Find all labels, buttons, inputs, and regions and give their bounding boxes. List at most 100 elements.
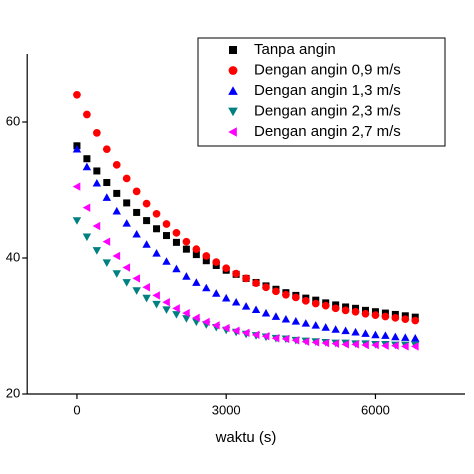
data-point [202,317,210,327]
data-point [261,332,270,341]
data-point [331,304,340,313]
data-point [311,321,320,329]
legend-label: Dengan angin 2,7 m/s [254,123,401,140]
data-point [331,325,340,333]
data-point [163,232,170,240]
data-point [102,145,111,154]
data-point [202,257,210,265]
data-point [231,326,240,335]
data-point [162,257,171,265]
legend-box [197,37,446,147]
x-tick-label: 6000 [361,402,390,417]
data-point [291,317,301,325]
data-point [202,252,211,260]
legend-label: Dengan angin 1,3 m/s [254,82,401,99]
data-point [172,228,181,237]
data-point [132,187,141,196]
data-point [152,209,161,218]
legend-marker [228,107,238,117]
legend-label: Dengan angin 2,3 m/s [254,102,401,119]
data-point [292,293,300,302]
data-point [411,334,420,342]
data-point [291,336,300,345]
y-tick-label: 20 [6,385,20,400]
data-point [272,287,280,296]
data-point [381,341,389,350]
data-point [182,237,191,246]
data-point [212,258,221,266]
data-point [351,340,359,349]
data-point [262,283,270,292]
data-point [192,278,201,286]
data-point [212,289,221,297]
data-point [103,179,111,187]
data-point [102,193,111,201]
data-point [391,313,400,322]
data-point [241,302,251,310]
data-point [162,220,171,228]
data-point [93,167,101,175]
x-axis-label: waktu (s) [215,429,277,446]
data-point [82,162,92,171]
data-point [351,327,360,336]
data-point [401,315,410,324]
data-point [133,208,141,216]
data-point [82,233,92,242]
data-point [222,293,231,302]
data-point [112,251,121,261]
data-point [361,309,370,318]
data-point [371,330,380,339]
data-point [113,189,121,197]
data-point [381,312,390,321]
data-point [122,219,131,227]
data-point [281,334,290,344]
data-point [231,298,241,306]
data-point [132,230,141,238]
legend-marker [228,86,238,95]
data-point [281,315,291,323]
data-point [153,225,161,233]
data-point [361,329,370,337]
data-point [72,145,82,153]
data-point [72,217,82,225]
data-point [321,338,330,348]
data-point [371,311,380,319]
data-point [232,269,240,278]
data-point [321,301,330,310]
data-point [351,307,360,316]
data-point [172,264,181,273]
data-point [182,245,190,253]
data-point [192,313,200,323]
x-tick-label: 3000 [212,402,241,417]
data-point [192,251,200,259]
data-point [83,155,91,163]
data-point [182,308,190,318]
data-point [241,328,250,337]
legend-marker [228,127,237,137]
data-point [142,199,151,208]
legend-label: Dengan angin 0,9 m/s [254,61,401,78]
data-point [142,283,150,292]
data-point [122,174,131,183]
data-point [142,240,151,248]
data-point [251,330,260,340]
data-point [82,203,91,212]
data-point [152,249,161,257]
data-point [301,296,310,305]
data-point [93,129,101,137]
data-point [411,316,420,325]
data-point [92,221,101,231]
legend-marker [228,66,238,75]
data-point [152,291,160,300]
data-point [361,340,369,350]
data-point [321,323,330,331]
data-point [122,263,131,272]
data-point [143,217,151,225]
data-point [391,341,399,350]
data-point [271,334,280,343]
data-point [172,238,180,246]
data-point [112,206,121,215]
data-point [222,264,231,273]
data-point [341,340,349,349]
